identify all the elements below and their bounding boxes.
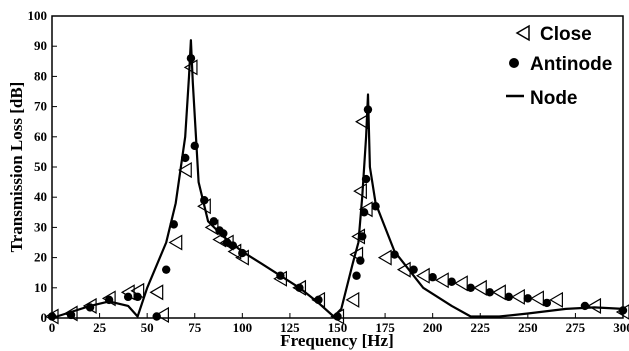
antinode-point [428, 273, 437, 282]
y-tick-label: 90 [34, 38, 47, 53]
antinode-point [371, 202, 380, 211]
close-point [178, 161, 192, 179]
node-line [51, 39, 624, 320]
close-point [183, 59, 198, 76]
antinode-point [238, 248, 247, 258]
close-point [454, 275, 468, 292]
y-axis-title: Transmission Loss [dB] [7, 82, 26, 253]
antinode-point [152, 312, 161, 321]
y-tick-label: 50 [34, 159, 47, 174]
x-tick-label: 0 [49, 320, 56, 335]
legend-antinode-label: Antinode [530, 54, 612, 75]
antinode-point [523, 294, 533, 303]
y-tick-label: 0 [41, 310, 48, 325]
antinode-point [85, 303, 95, 312]
close-point [492, 284, 506, 301]
close-point [353, 183, 367, 200]
antinode-point [123, 292, 133, 302]
close-point [587, 297, 602, 314]
antinode-point [162, 265, 171, 274]
antinode-point [169, 220, 179, 229]
y-tick-label: 80 [34, 68, 47, 83]
axis-ticks: 0 25 50 75 100 125 150 175 200 225 250 275 300 0 10 20 3… [28, 8, 629, 335]
antinode-point [618, 306, 628, 315]
x-tick-label: 175 [375, 320, 395, 335]
y-tick-label: 60 [34, 129, 47, 144]
x-tick-label: 300 [613, 320, 629, 335]
antinode-point [295, 283, 304, 292]
y-tick-label: 40 [34, 189, 47, 204]
antinode-point [359, 208, 369, 217]
antinode-point [358, 232, 367, 241]
close-point [434, 272, 449, 289]
antinode-point [580, 301, 590, 311]
y-tick-label: 100 [28, 8, 48, 23]
antinode-point [66, 310, 76, 320]
antinode-point [104, 295, 114, 305]
antinode-point [409, 265, 418, 274]
node-series [51, 39, 624, 320]
close-point [377, 249, 392, 266]
x-tick-label: 125 [280, 320, 300, 335]
legend-close-marker [515, 24, 530, 42]
x-tick-label: 25 [93, 320, 107, 335]
close-point [355, 113, 369, 130]
close-point [415, 267, 430, 284]
antinode-point [228, 241, 238, 250]
antinode-point [333, 312, 342, 321]
close-point [149, 284, 164, 301]
antinode-series [47, 54, 628, 321]
y-tick-label: 70 [34, 99, 47, 114]
legend-close-label: Close [540, 24, 592, 45]
antinode-point [504, 292, 513, 302]
close-point [168, 234, 183, 251]
antinode-point [190, 141, 199, 151]
x-tick-label: 150 [328, 320, 348, 335]
close-point [549, 291, 563, 308]
antinode-point [47, 312, 57, 321]
close-point [530, 290, 544, 307]
x-tick-label: 225 [471, 320, 491, 335]
y-tick-label: 10 [34, 280, 47, 295]
antinode-point [133, 292, 142, 302]
antinode-point [276, 271, 285, 280]
antinode-point [542, 298, 552, 308]
antinode-point [186, 54, 196, 63]
antinode-point [447, 277, 456, 286]
antinode-point [363, 105, 373, 114]
x-tick-label: 275 [566, 320, 586, 335]
close-point [511, 288, 525, 305]
antinode-point [356, 256, 365, 265]
legend-node-label: Node [530, 88, 578, 109]
legend: Close Antinode Node [506, 24, 612, 109]
antinode-point [209, 217, 218, 226]
antinode-point [485, 288, 494, 297]
antinode-point [352, 271, 361, 280]
y-tick-label: 20 [34, 250, 47, 265]
antinode-point [200, 196, 209, 205]
antinode-point [181, 153, 190, 163]
antinode-point [219, 229, 228, 238]
y-tick-label: 30 [34, 219, 47, 234]
antinode-point [466, 283, 475, 292]
x-axis-title: Frequency [Hz] [280, 331, 393, 350]
close-point [345, 291, 360, 308]
legend-antinode-marker [509, 58, 519, 68]
close-point [473, 279, 487, 296]
close-point [155, 306, 169, 324]
x-tick-label: 200 [423, 320, 443, 335]
x-tick-label: 100 [233, 320, 253, 335]
antinode-point [314, 295, 323, 305]
x-tick-label: 50 [141, 320, 154, 335]
antinode-point [361, 174, 371, 184]
close-point [349, 246, 364, 263]
antinode-point [390, 250, 399, 259]
x-tick-label: 75 [188, 320, 202, 335]
x-tick-label: 250 [518, 320, 538, 335]
